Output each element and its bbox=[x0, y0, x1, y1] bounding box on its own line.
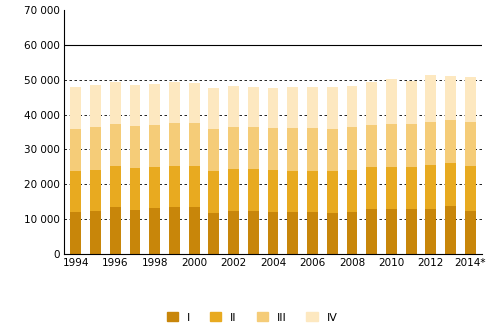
Bar bbox=[346, 127, 357, 170]
Bar bbox=[366, 209, 377, 254]
Bar bbox=[307, 171, 318, 212]
Bar bbox=[169, 82, 180, 123]
Bar bbox=[327, 87, 338, 128]
Bar bbox=[209, 129, 219, 171]
Bar bbox=[149, 167, 160, 208]
Bar bbox=[110, 166, 121, 207]
Bar bbox=[445, 120, 456, 163]
Bar bbox=[327, 171, 338, 213]
Bar bbox=[366, 82, 377, 125]
Bar bbox=[90, 170, 101, 211]
Bar bbox=[327, 213, 338, 254]
Bar bbox=[169, 166, 180, 207]
Bar bbox=[209, 171, 219, 213]
Bar bbox=[366, 125, 377, 167]
Bar bbox=[149, 84, 160, 125]
Bar bbox=[110, 124, 121, 166]
Bar bbox=[426, 165, 436, 209]
Bar bbox=[307, 128, 318, 171]
Bar bbox=[406, 124, 417, 167]
Bar bbox=[445, 76, 456, 120]
Bar bbox=[445, 206, 456, 254]
Bar bbox=[287, 171, 298, 212]
Bar bbox=[189, 83, 200, 123]
Bar bbox=[426, 75, 436, 122]
Bar bbox=[70, 171, 81, 212]
Bar bbox=[129, 210, 140, 254]
Bar bbox=[90, 127, 101, 170]
Bar bbox=[129, 84, 140, 126]
Bar bbox=[386, 79, 397, 124]
Bar bbox=[386, 167, 397, 209]
Bar bbox=[149, 125, 160, 167]
Bar bbox=[445, 163, 456, 206]
Bar bbox=[268, 170, 278, 212]
Bar bbox=[327, 128, 338, 171]
Bar bbox=[70, 87, 81, 128]
Bar bbox=[129, 126, 140, 168]
Bar bbox=[406, 167, 417, 209]
Bar bbox=[406, 81, 417, 124]
Bar bbox=[268, 128, 278, 170]
Bar bbox=[346, 212, 357, 254]
Bar bbox=[465, 77, 476, 122]
Bar bbox=[465, 166, 476, 211]
Bar bbox=[228, 86, 239, 127]
Bar bbox=[248, 87, 259, 127]
Bar bbox=[189, 123, 200, 166]
Bar bbox=[228, 211, 239, 254]
Bar bbox=[70, 212, 81, 254]
Bar bbox=[248, 127, 259, 170]
Bar bbox=[228, 127, 239, 170]
Bar bbox=[346, 170, 357, 212]
Bar bbox=[169, 207, 180, 254]
Bar bbox=[287, 87, 298, 128]
Bar bbox=[169, 123, 180, 166]
Bar bbox=[70, 128, 81, 171]
Bar bbox=[346, 86, 357, 127]
Bar bbox=[465, 211, 476, 254]
Bar bbox=[90, 85, 101, 127]
Bar bbox=[129, 168, 140, 210]
Bar bbox=[149, 208, 160, 254]
Bar bbox=[465, 122, 476, 166]
Bar bbox=[307, 87, 318, 128]
Bar bbox=[366, 167, 377, 209]
Bar bbox=[90, 211, 101, 254]
Bar bbox=[307, 212, 318, 254]
Legend: I, II, III, IV: I, II, III, IV bbox=[162, 308, 342, 326]
Bar bbox=[110, 82, 121, 124]
Bar bbox=[386, 124, 397, 167]
Bar bbox=[110, 207, 121, 254]
Bar bbox=[287, 212, 298, 254]
Bar bbox=[248, 211, 259, 254]
Bar bbox=[248, 170, 259, 211]
Bar bbox=[287, 128, 298, 171]
Bar bbox=[189, 207, 200, 254]
Bar bbox=[406, 209, 417, 254]
Bar bbox=[209, 88, 219, 129]
Bar bbox=[228, 170, 239, 211]
Bar bbox=[386, 209, 397, 254]
Bar bbox=[209, 213, 219, 254]
Bar bbox=[426, 122, 436, 165]
Bar bbox=[189, 166, 200, 207]
Bar bbox=[268, 212, 278, 254]
Bar bbox=[426, 209, 436, 254]
Bar bbox=[268, 88, 278, 128]
